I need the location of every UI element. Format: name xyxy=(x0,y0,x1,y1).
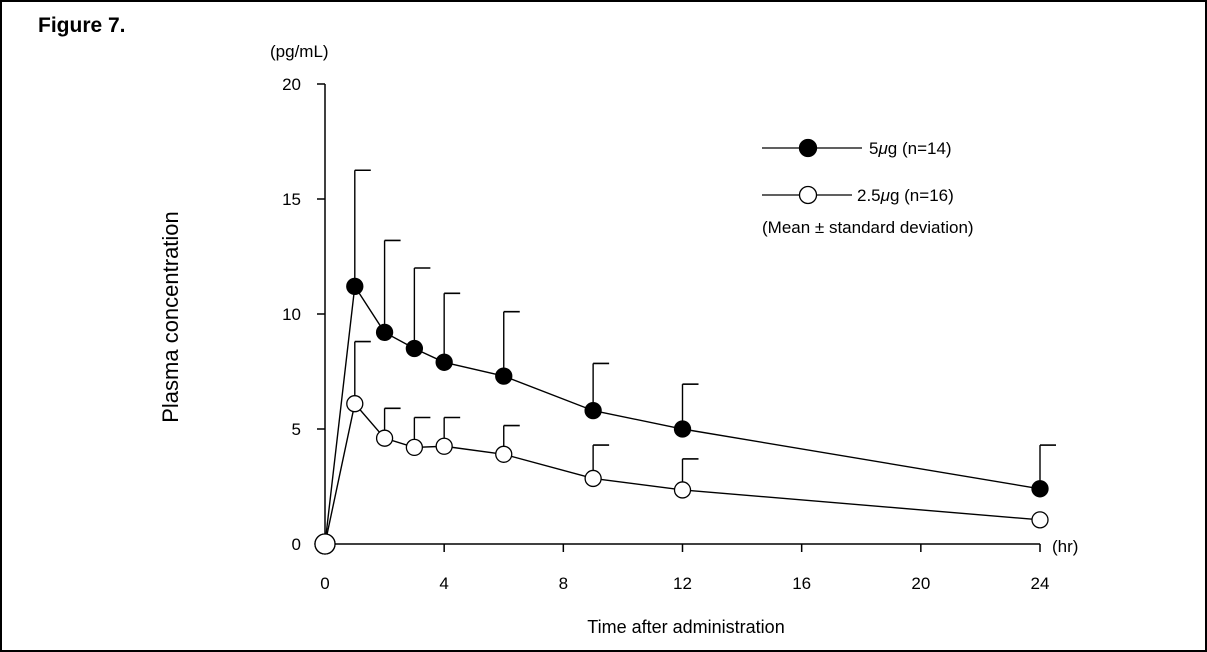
x-tick-label: 4 xyxy=(439,574,448,593)
x-tick-label: 0 xyxy=(320,574,329,593)
legend-label-5ug: 5μg (n=14) xyxy=(869,139,952,158)
data-point-2-5ug xyxy=(405,438,424,457)
y-tick-label: 5 xyxy=(292,420,301,439)
x-tick-label: 12 xyxy=(673,574,692,593)
data-point-5ug xyxy=(1031,480,1049,498)
data-point-2-5ug xyxy=(375,429,394,447)
data-point-5ug xyxy=(673,420,692,438)
data-point-origin xyxy=(314,533,336,555)
x-unit-label: (hr) xyxy=(1052,537,1078,556)
y-axis-title: Plasma concentration xyxy=(158,211,183,423)
legend-marker-2-5ug xyxy=(798,185,818,205)
legend-marker-5ug xyxy=(798,138,818,158)
figure-label: Figure 7. xyxy=(38,14,126,37)
x-tick-label: 8 xyxy=(559,574,568,593)
legend-note: (Mean ± standard deviation) xyxy=(762,218,974,237)
data-point-2-5ug xyxy=(495,445,513,463)
y-tick-label: 15 xyxy=(282,190,301,209)
y-tick-label: 0 xyxy=(292,535,301,554)
y-tick-label: 20 xyxy=(282,75,301,94)
data-point-2-5ug xyxy=(673,481,692,499)
data-point-5ug xyxy=(495,367,513,385)
x-tick-label: 20 xyxy=(911,574,930,593)
legend-label-2-5ug: 2.5μg (n=16) xyxy=(857,186,954,205)
data-point-5ug xyxy=(584,401,602,420)
data-point-5ug xyxy=(435,353,453,371)
y-unit-label: (pg/mL) xyxy=(270,42,329,61)
x-axis-title: Time after administration xyxy=(587,617,784,637)
legend: 5μg (n=14) 2.5μg (n=16) (Mean ± standard… xyxy=(762,138,974,237)
data-point-2-5ug xyxy=(584,469,602,488)
data-point-5ug xyxy=(375,323,394,342)
data-point-2-5ug xyxy=(346,395,364,413)
data-point-2-5ug xyxy=(435,437,453,455)
x-tick-label: 24 xyxy=(1031,574,1050,593)
y-tick-label: 10 xyxy=(282,305,301,324)
data-point-5ug xyxy=(405,339,424,358)
data-point-5ug xyxy=(346,277,364,296)
data-point-2-5ug xyxy=(1031,511,1049,529)
x-tick-label: 16 xyxy=(792,574,811,593)
